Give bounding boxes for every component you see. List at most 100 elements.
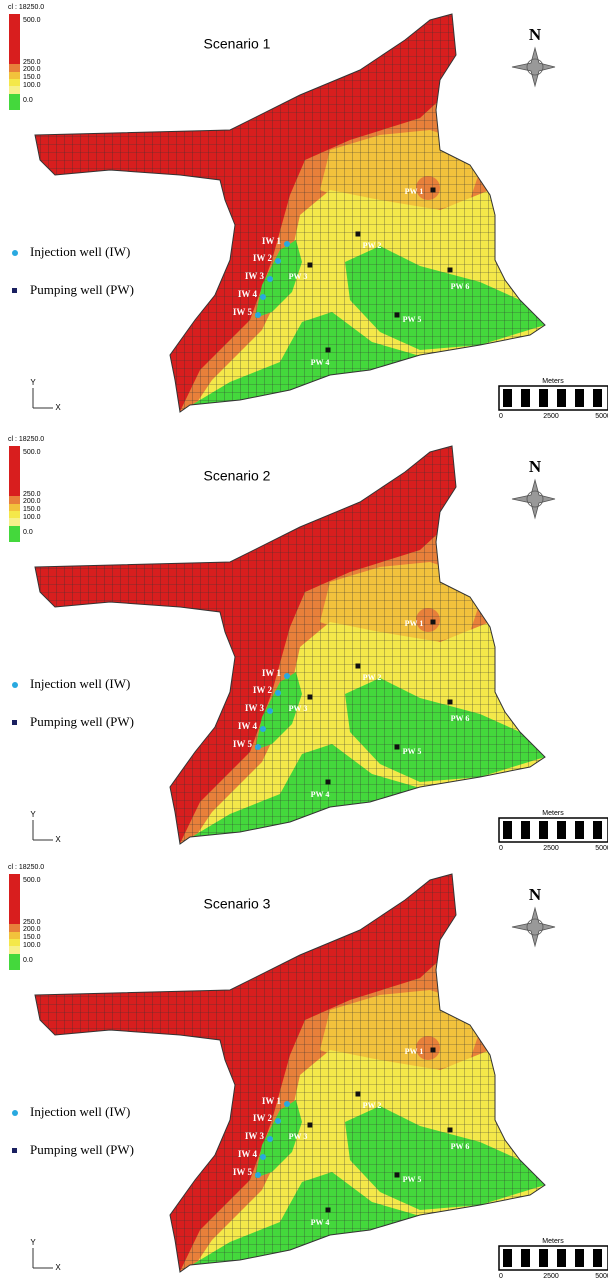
colorbar-swatch [9,526,20,542]
pumping-well-label: PW 2 [363,241,382,250]
compass-north: N [529,885,542,904]
compass-rose [512,48,555,86]
pumping-well-label: PW 1 [405,619,424,628]
page: {"panels": [ {"title": "Scenario 1", "co… [0,0,608,1284]
injection-well-label: IW 5 [233,307,253,317]
zones [0,0,608,428]
scale-bar-block [593,389,602,407]
compass-north: N [529,457,542,476]
legend-injection-symbol [12,250,18,256]
pumping-well [326,780,331,785]
injection-well-label: IW 2 [253,1113,273,1123]
pumping-well-label: PW 3 [289,272,308,281]
injection-well [275,258,281,264]
colorbar-label: 250.0 [23,919,41,926]
scale-unit: Meters [542,378,564,385]
colorbar-label: 250.0 [23,491,41,498]
injection-well [267,708,273,714]
scale-bar-block [557,389,566,407]
pumping-well [431,620,436,625]
scale-label: 2500 [543,413,559,420]
scale-label: 5000 [595,413,608,420]
scale-bar-block [539,389,548,407]
colorbar-swatch [9,79,20,86]
colorbar-label: 0.0 [23,957,33,964]
colorbar-swatch [9,496,20,504]
pumping-well-label: PW 1 [405,187,424,196]
colorbar-swatch [9,64,20,72]
scale-unit: Meters [542,1238,564,1245]
colorbar-swatch [9,954,20,970]
panel-title: Scenario 2 [204,468,271,484]
injection-well-label: IW 3 [245,1131,265,1141]
pumping-well-label: PW 4 [311,1218,330,1227]
injection-well-label: IW 2 [253,253,273,263]
colorbar-swatch [9,504,20,511]
colorbar-label: 150.0 [23,74,41,81]
pumping-well-label: PW 2 [363,673,382,682]
scale-bar-block [575,821,584,839]
injection-well [284,1101,290,1107]
model-grid [0,0,608,428]
pumping-well [448,700,453,705]
scale-bar-frame [499,818,608,842]
colorbar-header: cl : 18250.0 [8,864,44,871]
pumping-well-label: PW 5 [403,747,422,756]
pumping-well [356,1092,361,1097]
injection-well-label: IW 4 [238,721,258,731]
scale-bar-block [593,1249,602,1267]
colorbar-swatch [9,939,20,946]
pumping-well [431,1048,436,1053]
colorbar-label: 200.0 [23,926,41,933]
colorbar-swatch [9,446,20,496]
pumping-well-label: PW 1 [405,1047,424,1056]
pumping-well-label: PW 5 [403,315,422,324]
pumping-well [356,664,361,669]
pumping-well-label: PW 3 [289,704,308,713]
pumping-well-label: PW 6 [451,1142,470,1151]
axis-x-label: X [55,403,61,412]
colorbar-swatch [9,518,20,526]
colorbar-label: 100.0 [23,514,41,521]
injection-well [255,744,261,750]
scale-bar-block [503,1249,512,1267]
scale-bar-block [521,1249,530,1267]
pumping-well-label: PW 2 [363,1101,382,1110]
injection-well-label: IW 5 [233,739,253,749]
pumping-well-label: PW 3 [289,1132,308,1141]
scale-label: 2500 [543,1273,559,1280]
scale-bar-block [557,821,566,839]
compass-rose [512,908,555,946]
pumping-well [395,745,400,750]
injection-well [255,1172,261,1178]
figure: cl : 18250.0500.0250.0200.0150.0100.00.0… [0,0,608,1284]
compass-north: N [529,25,542,44]
scale-bar-block [557,1249,566,1267]
injection-well-label: IW 4 [238,1149,258,1159]
pumping-well [308,263,313,268]
map-panel: cl : 18250.0500.0250.0200.0150.0100.00.0… [0,432,608,860]
scale-bar-block [575,1249,584,1267]
injection-well-label: IW 5 [233,1167,253,1177]
colorbar-header: cl : 18250.0 [8,4,44,11]
colorbar-swatch [9,946,20,954]
pumping-well [308,1123,313,1128]
legend-pumping: Pumping well (PW) [30,1142,134,1157]
injection-well [275,690,281,696]
map-panel: cl : 18250.0500.0250.0200.0150.0100.00.0… [0,860,608,1284]
colorbar-label: 250.0 [23,59,41,66]
injection-well [260,1154,266,1160]
scale-label: 5000 [595,845,608,852]
injection-well-label: IW 4 [238,289,258,299]
scale-label: 0 [499,413,503,420]
injection-well [260,294,266,300]
colorbar-label: 200.0 [23,498,41,505]
colorbar-label: 100.0 [23,942,41,949]
scale-bar-frame [499,386,608,410]
zones [0,860,608,1284]
scale-bar-block [575,389,584,407]
scale-bar-block [521,389,530,407]
model-grid [0,432,608,860]
colorbar-label: 500.0 [23,877,41,884]
injection-well-label: IW 1 [262,1096,282,1106]
